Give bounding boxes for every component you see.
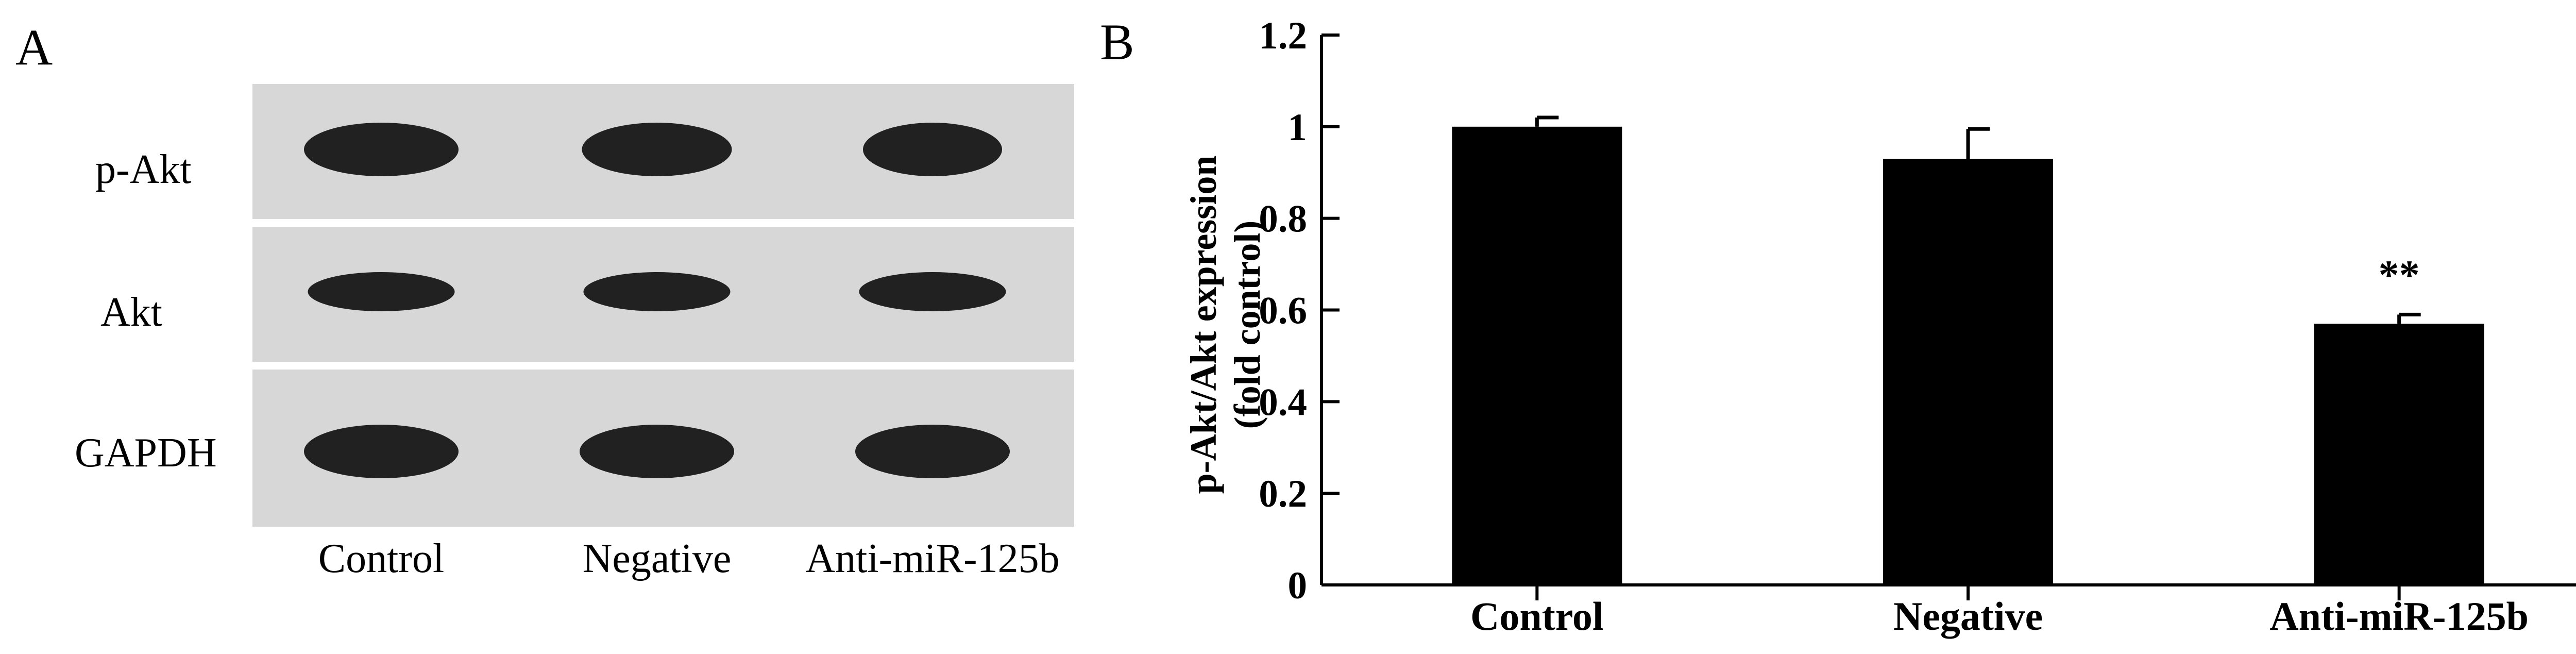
y-tick-label: 0.6 <box>1259 290 1307 332</box>
blot-band-p-akt-negative <box>582 123 732 176</box>
y-tick-label: 0 <box>1288 564 1308 607</box>
panel-b-letter: B <box>1100 13 1134 71</box>
y-tick-label: 1 <box>1288 106 1308 149</box>
blot-band-p-akt-anti-mir-125b <box>863 123 1002 176</box>
blot-band-akt-negative <box>583 272 731 311</box>
panel-b-bar-chart: B p-Akt/Akt expression (fold control) 00… <box>1100 13 2576 639</box>
blot-label-gapdh: GAPDH <box>75 430 217 476</box>
blot-band-gapdh-control <box>304 425 459 478</box>
y-axis-label-line-1: p-Akt/Akt expression <box>1183 156 1224 494</box>
bar-control <box>1452 126 1622 585</box>
x-tick-label: Control <box>1470 594 1604 639</box>
bar-negative <box>1883 159 2053 585</box>
blot-bands <box>304 123 1010 478</box>
y-tick-label: 1.2 <box>1259 14 1307 57</box>
y-tick-label: 0.8 <box>1259 198 1307 241</box>
lane-label-anti-mir-125b: Anti-miR-125b <box>805 536 1059 581</box>
lane-label-negative: Negative <box>583 536 732 581</box>
x-tick-label: Anti-miR-125b <box>2269 594 2529 639</box>
blot-band-gapdh-anti-mir-125b <box>855 425 1010 478</box>
x-tick-label: Negative <box>1893 594 2043 639</box>
lane-label-control: Control <box>318 536 444 581</box>
chart-plot-area: 0 0.2 0.4 0.6 0.8 1 1.2 Control Negative Anti-miR… <box>1259 14 2576 639</box>
y-axis-label-line-2: (fold control) <box>1227 221 1268 429</box>
blot-label-akt: Akt <box>100 290 162 335</box>
y-tick-label: 0.2 <box>1259 473 1307 515</box>
blot-band-akt-control <box>308 272 455 311</box>
blot-label-p-akt: p-Akt <box>95 147 192 192</box>
blot-band-gapdh-negative <box>580 425 734 478</box>
significance-marker: ** <box>2379 253 2420 298</box>
panel-a-western-blot: A p-Akt Akt GAPDH Control Negative Anti-… <box>15 19 1074 581</box>
y-tick-label: 0.4 <box>1259 381 1307 424</box>
blot-band-p-akt-control <box>304 123 459 176</box>
panel-a-letter: A <box>15 19 53 76</box>
blot-band-akt-anti-mir-125b <box>859 272 1006 311</box>
bar-anti-mir-125b <box>2314 324 2484 585</box>
